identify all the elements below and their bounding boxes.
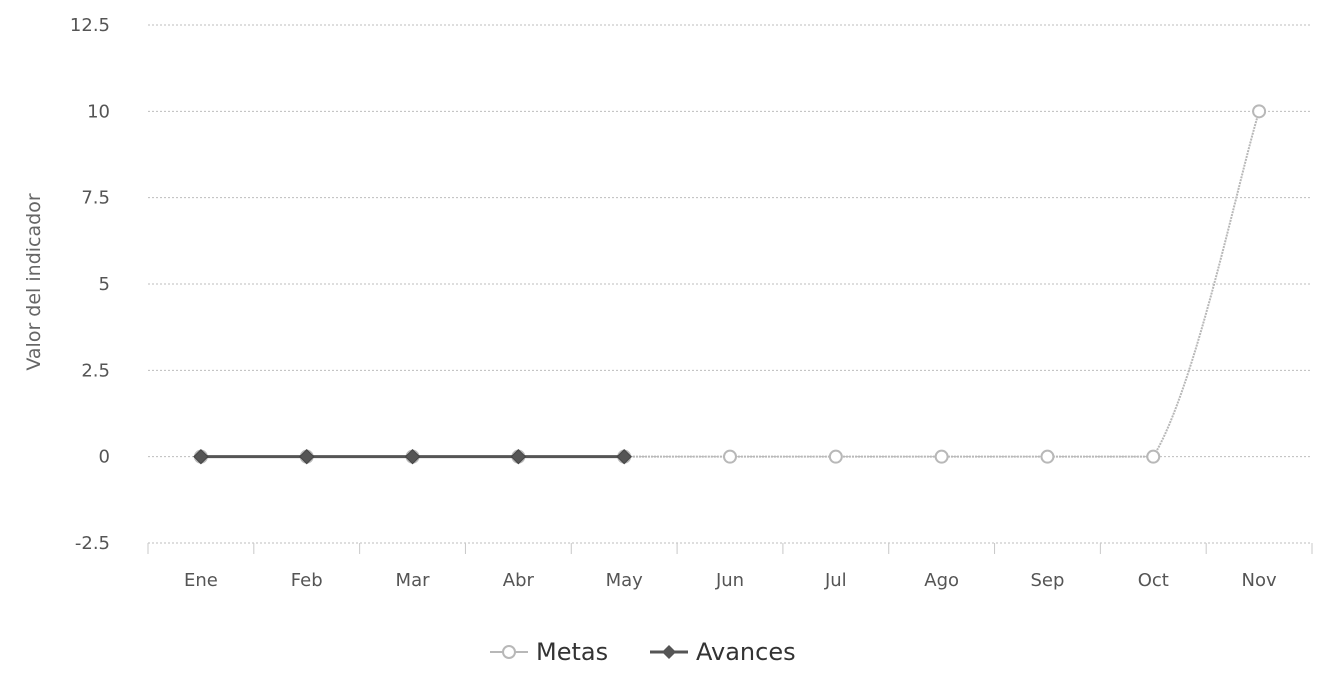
x-tick-label: Jul	[824, 570, 847, 591]
avances-point	[299, 448, 315, 465]
legend-marker	[662, 645, 676, 659]
legend: Metas Avances	[490, 638, 796, 666]
x-tick-label: May	[606, 570, 644, 591]
series-layer	[193, 104, 1267, 465]
avances-point	[404, 448, 421, 465]
metas-point	[1040, 449, 1055, 464]
y-tick-label: 2.5	[81, 360, 110, 381]
avances-point	[193, 448, 209, 465]
metas-point	[828, 449, 843, 464]
avances-point	[616, 448, 632, 465]
x-tick-label: Abr	[503, 570, 535, 591]
x-tick-label: Mar	[396, 570, 431, 591]
legend-marker	[502, 645, 516, 659]
y-tick-label: 12.5	[70, 15, 110, 36]
legend-item-metas[interactable]: Metas	[490, 638, 608, 666]
metas-point	[723, 449, 737, 464]
y-tick-label: 10	[87, 101, 110, 122]
y-tick-label: -2.5	[75, 533, 110, 554]
y-axis-ticks: 12.5 10 7.5 5 2.5 0 -2.5	[70, 15, 110, 554]
metas-point	[1252, 104, 1267, 119]
legend-label: Metas	[536, 638, 608, 666]
x-tick-label: Nov	[1242, 570, 1277, 591]
x-axis: Ene Feb Mar Abr May Jun Jul Ago Sep Oct Nov	[147, 543, 1313, 591]
x-tick-label: Ene	[184, 570, 218, 591]
x-tick-label: Ago	[924, 570, 959, 591]
legend-item-avances[interactable]: Avances	[650, 638, 796, 666]
x-tick-label: Jun	[715, 570, 744, 591]
metas-point	[1146, 449, 1161, 464]
x-tick-label: Sep	[1030, 570, 1064, 591]
metas-point	[934, 449, 949, 464]
grid-lines	[148, 24, 1312, 544]
legend-label: Avances	[696, 638, 796, 666]
y-tick-label: 5	[99, 274, 110, 295]
y-tick-label: 0	[99, 447, 110, 468]
x-tick-label: Oct	[1138, 570, 1169, 591]
y-tick-label: 7.5	[81, 188, 110, 209]
avances-point	[510, 448, 527, 465]
x-tick-label: Feb	[291, 570, 323, 591]
y-axis-title: Valor del indicador	[23, 193, 45, 370]
